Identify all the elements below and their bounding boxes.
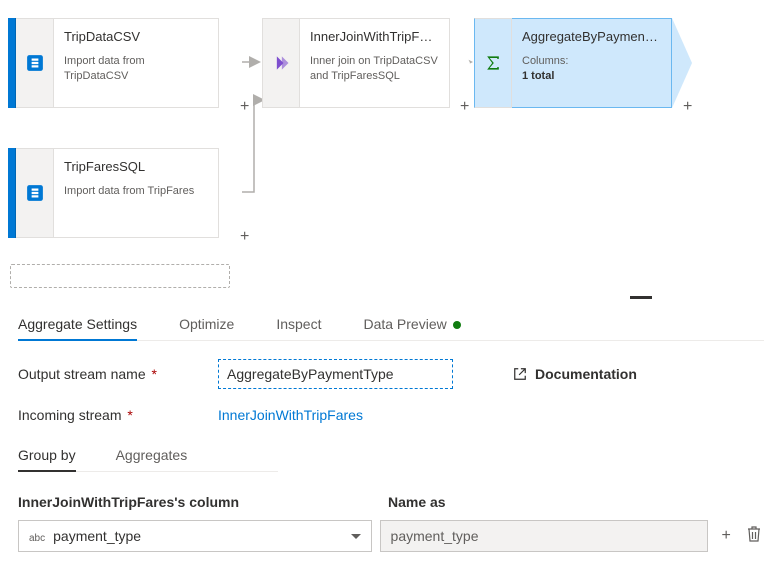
join-icon bbox=[262, 18, 300, 108]
node-subtitle: Inner join on TripDataCSV and TripFaresS… bbox=[310, 54, 439, 84]
node-subtitle: Import data from TripDataCSV bbox=[64, 54, 208, 84]
node-subtitle: Import data from TripFares bbox=[64, 184, 208, 199]
node-title: AggregateByPaymentTy... bbox=[522, 29, 661, 44]
add-after-tripfaressql[interactable]: + bbox=[240, 228, 249, 246]
documentation-link[interactable]: Documentation bbox=[513, 366, 637, 382]
node-accent bbox=[8, 148, 16, 238]
node-tripdatacsv[interactable]: TripDataCSV Import data from TripDataCSV bbox=[8, 18, 239, 108]
tab-aggregate-settings[interactable]: Aggregate Settings bbox=[18, 310, 137, 340]
status-dot-icon bbox=[453, 321, 461, 329]
trash-icon bbox=[747, 526, 761, 542]
node-sub-label: Columns: bbox=[522, 54, 661, 69]
type-abc-icon: abc bbox=[29, 533, 45, 544]
node-accent bbox=[8, 18, 16, 108]
output-stream-input[interactable] bbox=[218, 359, 453, 389]
source-icon bbox=[16, 18, 54, 108]
add-row-button[interactable]: + bbox=[716, 527, 736, 545]
node-aggregate[interactable]: AggregateByPaymentTy... Columns: 1 total bbox=[474, 18, 692, 108]
incoming-stream-link[interactable]: InnerJoinWithTripFares bbox=[218, 407, 363, 423]
groupby-column-select[interactable]: abc payment_type bbox=[18, 520, 372, 552]
panel-tabs: Aggregate Settings Optimize Inspect Data… bbox=[18, 310, 764, 341]
aggregate-subtabs: Group by Aggregates bbox=[18, 443, 278, 472]
groupby-column-value: payment_type bbox=[53, 528, 141, 544]
subtab-aggregates[interactable]: Aggregates bbox=[116, 443, 188, 471]
col-header-nameas: Name as bbox=[388, 494, 446, 510]
node-tripfaressql[interactable]: TripFaresSQL Import data from TripFares bbox=[8, 148, 239, 238]
col-header-source: InnerJoinWithTripFares's column bbox=[18, 494, 388, 510]
add-after-tripdatacsv[interactable]: + bbox=[240, 98, 249, 116]
subtab-groupby[interactable]: Group by bbox=[18, 443, 76, 471]
tab-inspect[interactable]: Inspect bbox=[276, 310, 321, 340]
dataflow-canvas[interactable]: TripDataCSV Import data from TripDataCSV… bbox=[0, 0, 782, 290]
node-title: TripDataCSV bbox=[64, 29, 208, 44]
incoming-stream-label: Incoming stream * bbox=[18, 407, 218, 423]
external-link-icon bbox=[513, 367, 527, 381]
node-title: InnerJoinWithTripFares bbox=[310, 29, 439, 44]
tab-data-preview[interactable]: Data Preview bbox=[363, 310, 460, 340]
node-innerjoin[interactable]: InnerJoinWithTripFares Inner join on Tri… bbox=[262, 18, 470, 108]
output-stream-label: Output stream name * bbox=[18, 366, 218, 382]
source-icon bbox=[16, 148, 54, 238]
settings-panel: Aggregate Settings Optimize Inspect Data… bbox=[0, 310, 782, 552]
add-after-innerjoin[interactable]: + bbox=[460, 98, 469, 116]
chevron-down-icon bbox=[351, 534, 361, 539]
groupby-row: abc payment_type payment_type + bbox=[18, 520, 764, 552]
tab-optimize[interactable]: Optimize bbox=[179, 310, 234, 340]
delete-row-button[interactable] bbox=[744, 526, 764, 547]
node-title: TripFaresSQL bbox=[64, 159, 208, 174]
documentation-label: Documentation bbox=[535, 366, 637, 382]
node-sub-value: 1 total bbox=[522, 69, 661, 84]
sigma-icon bbox=[474, 18, 512, 108]
add-after-aggregate[interactable]: + bbox=[683, 98, 692, 116]
tab-data-preview-label: Data Preview bbox=[363, 316, 446, 332]
panel-minimize-handle[interactable] bbox=[630, 296, 652, 299]
add-source-placeholder[interactable] bbox=[10, 264, 230, 288]
nameas-input[interactable]: payment_type bbox=[380, 520, 709, 552]
